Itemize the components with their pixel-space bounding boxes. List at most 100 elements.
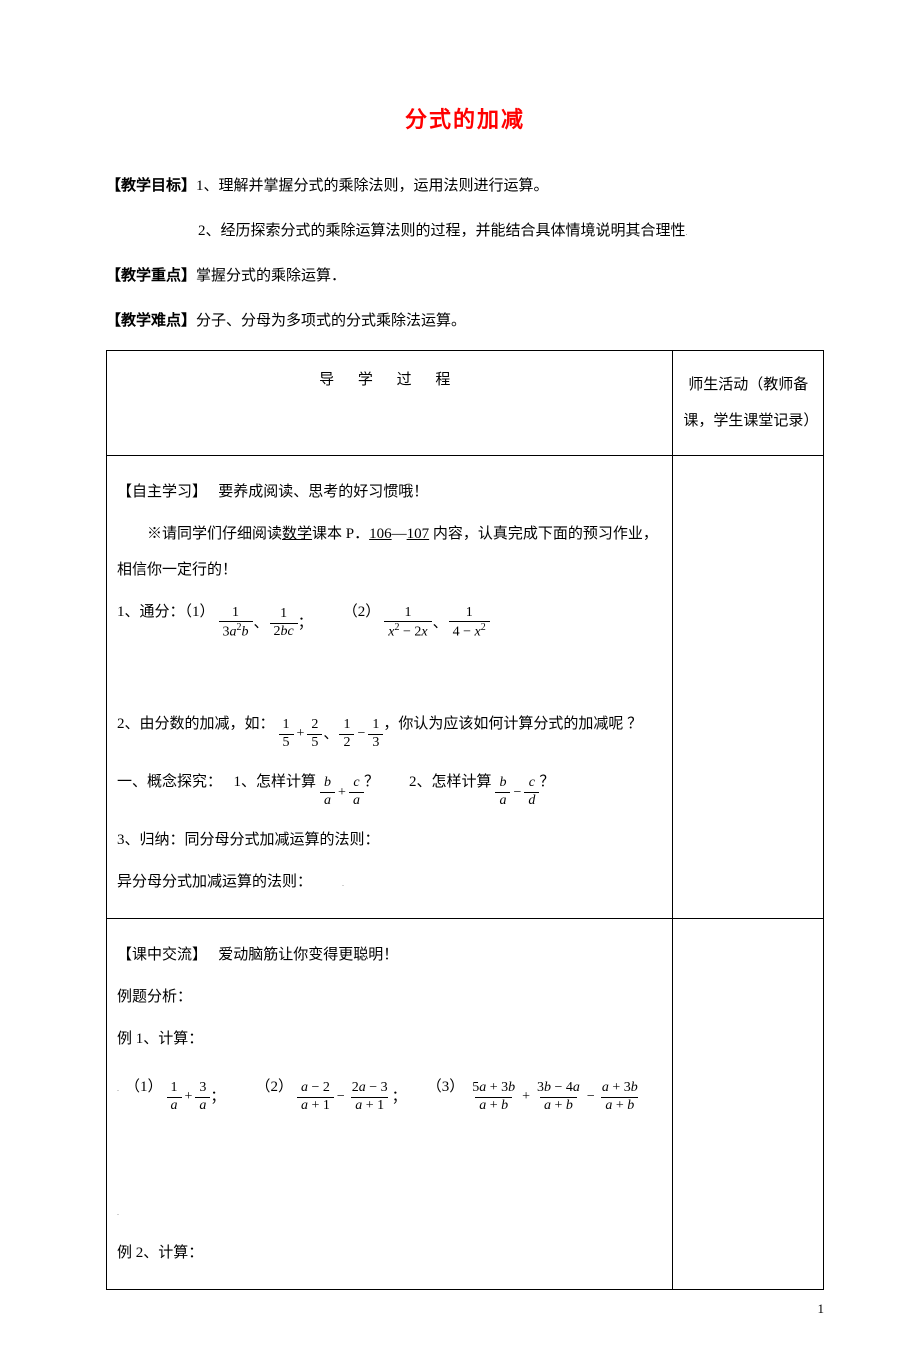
frac-3b: c a (349, 775, 364, 810)
focus-label: 【教学重点】 (106, 268, 196, 284)
frac-3c-num: b (495, 775, 510, 792)
frac-e3c-den: a + b (601, 1097, 638, 1115)
goal-2-text: 2、经历探索分式的乘除运算法则的过程，并能结合具体情境说明其合理性 (198, 223, 686, 239)
self-study-subtitle: 要养成阅读、思考的好习惯哦！ (218, 484, 428, 500)
frac-3b-den: a (349, 792, 364, 810)
frac-e1b-num: 3 (195, 1080, 210, 1097)
frac-e3a-num: 5a + 3b (468, 1080, 519, 1097)
ex1-1-expr: 1 a + 3 a ； (167, 1079, 226, 1115)
ex1-3-label: （3） (427, 1069, 465, 1105)
dot-marker: . (342, 874, 350, 893)
semicolon: ； (210, 1079, 225, 1115)
instr-page2: 107 (407, 526, 430, 542)
intro-goal-2: 2、经历探索分式的乘除运算法则的过程，并能结合具体情境说明其合理性. (106, 215, 824, 248)
problem-1: 1、通分：（1） 1 3a2b 、 1 2bc ； （2） (117, 594, 662, 642)
concept-2-after: ？ (539, 764, 554, 800)
sep: 、 (323, 716, 338, 752)
problem-2-expr: 1 5 + 2 5 、 1 2 − 1 (279, 716, 384, 752)
plus: + (522, 1080, 530, 1114)
problem-1-part2-label: （2） (343, 594, 381, 630)
concept-label: 一、概念探究： (117, 764, 222, 800)
intro-focus: 【教学重点】掌握分式的乘除运算． (106, 260, 824, 293)
frac-1a: 1 3a2b (219, 605, 253, 642)
frac-e2b-num: 2a − 3 (348, 1080, 392, 1097)
concept-1-expr: b a + c a (320, 775, 364, 810)
frac-3d: c d (524, 775, 539, 810)
minus: − (337, 1080, 345, 1114)
frac-2d: 1 3 (368, 717, 383, 752)
frac-1c-den: x2 − 2x (384, 621, 431, 641)
goal-1-text: 1、理解并掌握分式的乘除法则，运用法则进行运算。 (196, 178, 549, 194)
header-activity-label: 师生活动（教师备课，学生课堂记录） (683, 377, 818, 429)
frac-2b: 2 5 (307, 717, 322, 752)
frac-2c-num: 1 (339, 717, 354, 734)
instr-dash: — (392, 526, 407, 542)
page-number: 1 (818, 1297, 825, 1320)
frac-2b-den: 5 (307, 734, 322, 752)
ex1-2-expr: a − 2 a + 1 − 2a − 3 a + 1 ； (297, 1079, 407, 1115)
frac-1b: 1 2bc (270, 606, 298, 641)
frac-2a: 1 5 (279, 717, 294, 752)
ex1-1-label: （1） (125, 1069, 163, 1105)
frac-e3b-den: a + b (540, 1097, 577, 1115)
frac-1a-den: 3a2b (219, 621, 253, 641)
dot-marker: . (686, 224, 694, 242)
frac-2c-den: 2 (339, 734, 354, 752)
example-analysis-label: 例题分析： (117, 979, 662, 1015)
example-2-label: 例 2、计算： (117, 1235, 662, 1271)
header-process-label: 导 学 过 程 (319, 372, 460, 388)
frac-3a-den: a (320, 792, 335, 810)
class-discuss-label: 【课中交流】 (117, 947, 207, 963)
section-2-notes (673, 918, 824, 1289)
frac-e3c: a + 3b a + b (598, 1080, 642, 1115)
frac-e3b: 3b − 4a a + b (533, 1080, 584, 1115)
frac-1d: 1 4 − x2 (449, 605, 490, 642)
problem-1-label: 1、通分：（1） (117, 594, 215, 630)
sep: 、 (433, 605, 448, 641)
frac-e2a-den: a + 1 (297, 1097, 334, 1115)
section-2-row: 【课中交流】 爱动脑筋让你变得更聪明！ 例题分析： 例 1、计算： . （1） … (107, 918, 824, 1289)
example-1-expressions: . （1） 1 a + 3 a ； （2） (117, 1069, 662, 1115)
concept-2-expr: b a − c d (495, 775, 539, 810)
dot-marker: . (117, 1079, 125, 1098)
frac-3c: b a (495, 775, 510, 810)
frac-e1b: 3 a (195, 1080, 210, 1115)
dot-marker-line: . (117, 1193, 662, 1229)
frac-e1b-den: a (195, 1097, 210, 1115)
problem-2: 2、由分数的加减，如： 1 5 + 2 5 、 1 2 (117, 706, 662, 752)
reading-instruction: ※请同学们仔细阅读数学课本 P．106—107 内容，认真完成下面的预习作业，相… (117, 516, 662, 588)
instr-pre: ※请同学们仔细阅读 (147, 526, 282, 542)
frac-e1a-den: a (167, 1097, 182, 1115)
minus: − (357, 717, 365, 751)
ex1-3-expr: 5a + 3b a + b + 3b − 4a a + b − a + 3b a… (468, 1080, 642, 1115)
frac-e2a: a − 2 a + 1 (297, 1080, 334, 1115)
frac-e1a-num: 1 (167, 1080, 182, 1097)
instr-post1: 课本 P． (312, 526, 369, 542)
frac-1a-num: 1 (228, 605, 243, 622)
plus: + (297, 717, 305, 751)
frac-e2b-den: a + 1 (351, 1097, 388, 1115)
concept-1-after: ？ (364, 764, 379, 800)
frac-3d-den: d (524, 792, 539, 810)
minus: − (587, 1080, 595, 1114)
frac-2b-num: 2 (307, 717, 322, 734)
frac-1c-num: 1 (400, 605, 415, 622)
concept-exploration: 一、概念探究： 1、怎样计算 b a + c a ？ 2、怎样计算 (117, 764, 662, 810)
item-4: 异分母分式加减运算的法则： . (117, 864, 662, 900)
minus: − (513, 776, 521, 810)
frac-1c: 1 x2 − 2x (384, 605, 431, 642)
self-study-label: 【自主学习】 (117, 484, 207, 500)
section-1-notes (673, 455, 824, 918)
item-3: 3、归纳：同分母分式加减运算的法则： (117, 822, 662, 858)
frac-e3a: 5a + 3b a + b (468, 1080, 519, 1115)
goal-label: 【教学目标】 (106, 178, 196, 194)
frac-e2b: 2a − 3 a + 1 (348, 1080, 392, 1115)
page-title: 分式的加减 (106, 100, 824, 140)
concept-2: 2、怎样计算 (409, 764, 492, 800)
intro-goal-1: 【教学目标】1、理解并掌握分式的乘除法则，运用法则进行运算。 (106, 170, 824, 203)
frac-e3b-num: 3b − 4a (533, 1080, 584, 1097)
frac-1b-den: 2bc (270, 623, 298, 641)
focus-text: 掌握分式的乘除运算． (196, 268, 346, 284)
intro-difficulty: 【教学难点】分子、分母为多项式的分式乘除法运算。 (106, 305, 824, 338)
frac-3c-den: a (495, 792, 510, 810)
